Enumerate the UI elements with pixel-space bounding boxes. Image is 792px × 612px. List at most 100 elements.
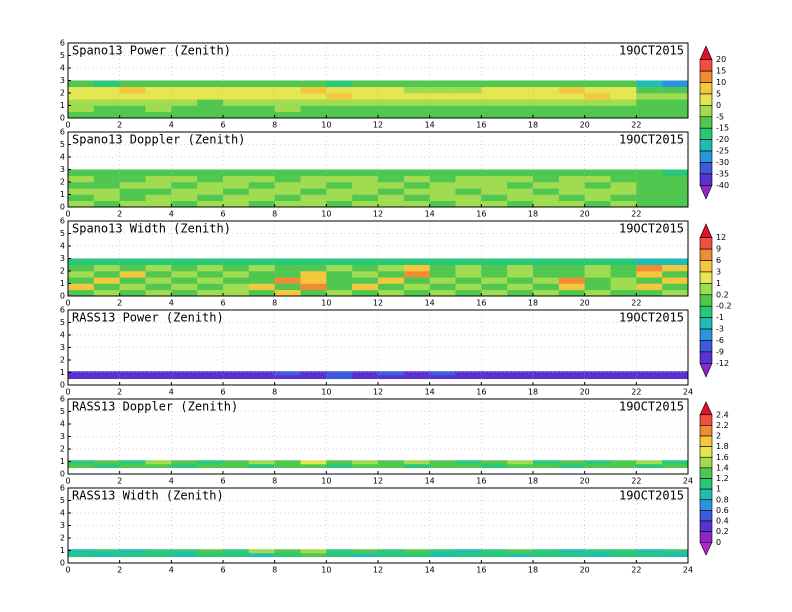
x-tick-label: 16 — [476, 121, 486, 130]
colorbar-swatch — [699, 260, 713, 273]
cell — [119, 169, 146, 177]
x-tick-label: 6 — [220, 210, 225, 219]
cell — [378, 175, 405, 183]
cell — [197, 111, 224, 119]
cell — [145, 277, 172, 284]
cell — [584, 182, 611, 189]
cell — [507, 375, 534, 380]
colorbar-swatch — [699, 478, 713, 490]
y-tick-label: 5 — [60, 229, 65, 238]
cell — [223, 283, 250, 291]
cell — [300, 371, 327, 376]
y-tick-label: 2 — [60, 356, 65, 365]
cell — [223, 86, 250, 94]
x-tick-label: 22 — [631, 566, 641, 575]
x-tick-label: 4 — [169, 121, 174, 130]
colorbar-swatch — [699, 294, 713, 307]
cell — [403, 182, 430, 189]
cell — [119, 464, 146, 469]
colorbar-swatch — [699, 82, 713, 95]
cell — [455, 460, 482, 465]
colorbar-label: 0 — [716, 538, 721, 547]
cell — [119, 105, 146, 113]
cell — [378, 188, 405, 195]
x-tick-label: 0 — [65, 299, 70, 308]
cell — [429, 375, 456, 380]
cell — [352, 464, 379, 469]
cell — [274, 264, 301, 272]
x-tick-label: 2 — [117, 299, 122, 308]
cell — [403, 553, 430, 558]
cell — [145, 553, 172, 558]
cell — [326, 194, 353, 202]
cell — [300, 549, 327, 554]
cell — [429, 277, 456, 284]
cell — [507, 553, 534, 558]
colorbar-swatch — [699, 414, 713, 426]
cell — [610, 464, 637, 469]
cell — [145, 169, 172, 177]
cell — [223, 258, 250, 266]
x-tick-label: 22 — [631, 121, 641, 130]
y-tick-label: 5 — [60, 140, 65, 149]
cell — [326, 169, 353, 177]
cell — [93, 553, 120, 558]
cell — [248, 375, 275, 380]
cell — [274, 93, 301, 100]
cell — [68, 464, 95, 469]
cell — [197, 283, 224, 291]
cell — [300, 169, 327, 177]
cell — [403, 169, 430, 177]
cell — [533, 289, 560, 297]
cell — [662, 105, 689, 113]
colorbar-label: 9 — [716, 245, 721, 254]
cell — [223, 169, 250, 177]
cell — [481, 105, 508, 113]
cell — [507, 371, 534, 376]
cell — [584, 464, 611, 469]
cell — [558, 277, 585, 284]
cell — [429, 86, 456, 94]
cell — [352, 86, 379, 94]
colorbar-swatch — [699, 93, 713, 106]
cell — [68, 375, 95, 380]
cell — [119, 200, 146, 208]
cell — [378, 200, 405, 208]
cell — [274, 200, 301, 208]
cell — [274, 99, 301, 106]
cell — [197, 169, 224, 177]
y-tick-label: 0 — [60, 470, 65, 479]
x-tick-label: 16 — [476, 388, 486, 397]
cell — [610, 105, 637, 113]
cell — [481, 375, 508, 380]
cell — [558, 460, 585, 465]
cell — [429, 553, 456, 558]
x-tick-label: 0 — [65, 121, 70, 130]
colorbar-swatch — [699, 499, 713, 511]
cell — [145, 464, 172, 469]
cell — [403, 283, 430, 291]
cell — [455, 553, 482, 558]
cell — [197, 271, 224, 278]
cell — [533, 200, 560, 208]
colorbar-swatch — [699, 127, 713, 140]
colorbar-label: 0.8 — [716, 495, 729, 504]
cell — [352, 460, 379, 465]
cell — [145, 549, 172, 554]
cell — [119, 175, 146, 183]
cell — [636, 289, 663, 297]
cell — [248, 169, 275, 177]
cell — [558, 289, 585, 297]
cell — [93, 271, 120, 278]
cell — [507, 549, 534, 554]
cell — [455, 289, 482, 297]
cell — [145, 99, 172, 106]
cell — [429, 80, 456, 88]
x-tick-label: 6 — [220, 388, 225, 397]
cell — [662, 371, 689, 376]
cell — [93, 169, 120, 177]
x-tick-label: 8 — [272, 477, 277, 486]
x-tick-label: 10 — [321, 121, 331, 130]
cell — [662, 258, 689, 266]
cell — [119, 549, 146, 554]
